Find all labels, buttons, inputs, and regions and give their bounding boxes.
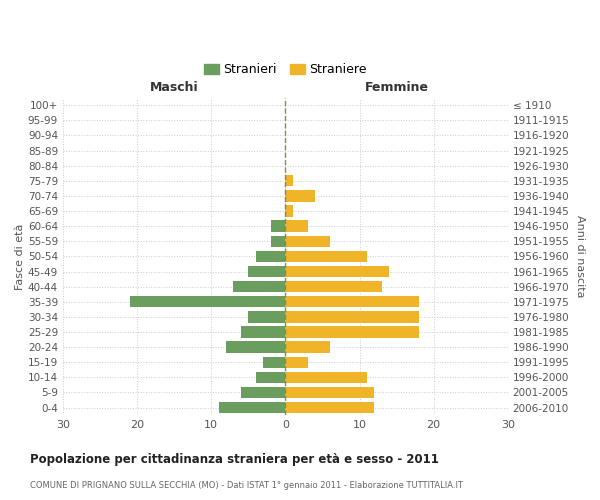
- Bar: [241, 387, 286, 398]
- Bar: [286, 236, 330, 247]
- Bar: [286, 220, 308, 232]
- Bar: [226, 342, 286, 353]
- Text: COMUNE DI PRIGNANO SULLA SECCHIA (MO) - Dati ISTAT 1° gennaio 2011 - Elaborazion: COMUNE DI PRIGNANO SULLA SECCHIA (MO) - …: [30, 480, 463, 490]
- Text: Femmine: Femmine: [365, 82, 428, 94]
- Bar: [286, 296, 419, 308]
- Bar: [286, 206, 293, 216]
- Bar: [286, 387, 374, 398]
- Text: Popolazione per cittadinanza straniera per età e sesso - 2011: Popolazione per cittadinanza straniera p…: [30, 452, 439, 466]
- Bar: [286, 372, 367, 383]
- Bar: [286, 402, 374, 413]
- Bar: [286, 175, 293, 186]
- Bar: [271, 236, 286, 247]
- Bar: [241, 326, 286, 338]
- Bar: [286, 342, 330, 353]
- Bar: [286, 266, 389, 277]
- Y-axis label: Fasce di età: Fasce di età: [15, 223, 25, 290]
- Bar: [286, 190, 315, 202]
- Y-axis label: Anni di nascita: Anni di nascita: [575, 215, 585, 298]
- Bar: [248, 266, 286, 277]
- Bar: [286, 281, 382, 292]
- Bar: [286, 311, 419, 322]
- Bar: [233, 281, 286, 292]
- Bar: [256, 372, 286, 383]
- Text: Maschi: Maschi: [150, 82, 199, 94]
- Bar: [286, 356, 308, 368]
- Bar: [256, 250, 286, 262]
- Bar: [218, 402, 286, 413]
- Bar: [286, 250, 367, 262]
- Bar: [271, 220, 286, 232]
- Bar: [263, 356, 286, 368]
- Bar: [286, 326, 419, 338]
- Bar: [248, 311, 286, 322]
- Legend: Stranieri, Straniere: Stranieri, Straniere: [200, 60, 371, 80]
- Bar: [130, 296, 286, 308]
